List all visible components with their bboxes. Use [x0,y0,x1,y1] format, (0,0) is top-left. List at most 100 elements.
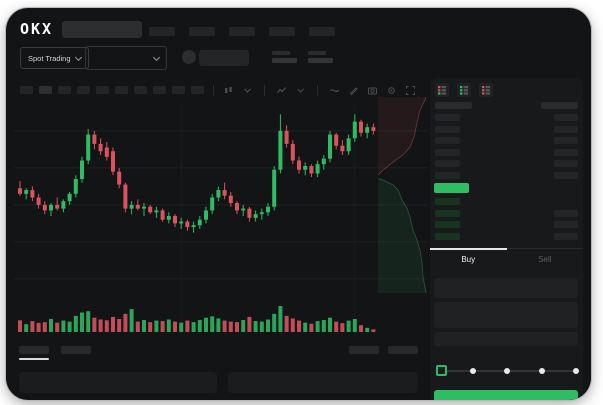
volume-bar [346,320,351,332]
last-price-bar[interactable] [434,183,469,193]
bid-row[interactable] [435,221,578,229]
chevron-down-icon[interactable] [242,85,253,96]
book-combined-icon[interactable] [435,83,449,97]
interval-button-5[interactable] [96,86,109,94]
bid-row[interactable] [435,209,578,217]
volume-bar [235,322,239,332]
bottom-tab-active[interactable] [19,346,49,354]
pair-selector-dropdown[interactable] [85,46,167,70]
book-bids-icon[interactable] [457,83,471,97]
bid-row[interactable] [435,232,578,240]
bottom-control-2[interactable] [388,346,418,354]
volume-bar [80,312,84,332]
volume-bar [154,320,159,332]
bottom-control-1[interactable] [349,346,379,354]
candles-interval-icon[interactable] [223,85,234,96]
nav-item-4[interactable] [269,27,295,36]
buy-sell-tabs: Buy Sell [430,248,583,270]
bottom-tab-2[interactable] [61,346,91,354]
ask-price [435,148,460,156]
line-style-icon[interactable] [329,85,340,96]
candle [315,164,320,174]
interval-button-9[interactable] [172,86,185,94]
interval-buttons [20,86,204,94]
volume-bar [61,320,66,332]
nav-item-3[interactable] [229,27,255,36]
interval-button-4[interactable] [77,86,90,94]
volume-bar [185,320,190,332]
ask-row[interactable] [435,137,578,145]
settings-icon[interactable] [386,85,397,96]
candle [142,206,146,209]
interval-button-6[interactable] [115,86,128,94]
interval-button-10[interactable] [191,86,204,94]
candle [123,184,128,209]
amount-field[interactable] [434,302,578,328]
volume-bar [334,321,339,332]
candle [210,197,215,211]
candlestick-chart[interactable] [14,95,438,345]
volume-bar [98,319,103,332]
ask-row[interactable] [435,171,578,179]
candle [272,169,277,207]
candle [216,190,221,198]
candle [297,160,301,170]
slider-stop-75[interactable] [538,368,545,374]
market-info-button[interactable] [199,50,249,66]
nav-item-2[interactable] [189,27,215,36]
interval-button-7[interactable] [134,86,147,94]
chevron-down-icon[interactable] [295,85,306,96]
ask-row[interactable] [435,148,578,156]
candle [166,216,171,220]
volume-bar [92,317,97,332]
fullscreen-icon[interactable] [405,85,416,96]
slider-stop-50[interactable] [504,368,510,374]
interval-button-2[interactable] [39,86,52,94]
ask-row[interactable] [435,160,578,168]
orderbook-header [435,102,578,109]
book-asks-icon[interactable] [479,83,493,97]
buy-submit-button[interactable] [434,390,578,400]
total-field[interactable] [434,332,578,346]
slider-stop-25[interactable] [469,368,476,374]
ask-price [435,114,460,121]
candle [30,190,35,198]
indicator-icon[interactable] [276,85,287,96]
volume-bar [191,322,196,332]
search-input[interactable] [62,21,142,38]
interval-button-3[interactable] [58,86,71,94]
interval-button-8[interactable] [153,86,166,94]
volume-bar [173,321,177,332]
interval-button-1[interactable] [20,86,33,94]
nav-item-1[interactable] [149,27,175,36]
volume-bar [42,322,47,332]
spot-trading-dropdown[interactable]: Spot Trading [20,47,89,69]
candle [18,188,22,194]
candle [55,204,60,209]
camera-icon[interactable] [367,85,378,96]
chart-toolbar [20,84,416,96]
bottom-right-controls [349,346,418,354]
volume-bar [18,320,22,332]
bid-price [435,221,460,229]
amount-slider[interactable] [436,365,579,377]
slider-handle[interactable] [436,365,447,376]
ask-row[interactable] [435,125,578,133]
nav-item-5[interactable] [309,27,335,36]
candle [222,190,227,196]
ask-row[interactable] [435,114,578,121]
price-field[interactable] [434,278,578,298]
draw-tool-icon[interactable] [348,85,359,96]
tab-buy[interactable]: Buy [430,248,507,270]
volume-bar [142,320,146,332]
tab-sell[interactable]: Sell [538,255,552,264]
volume-bar [197,320,202,332]
bid-amount [554,221,578,229]
volume-bar [30,321,35,332]
candle [328,134,332,159]
ask-price [435,171,460,179]
candle [179,221,184,224]
bid-row[interactable] [435,198,578,205]
slider-stop-100[interactable] [573,368,579,374]
candle [160,210,165,220]
